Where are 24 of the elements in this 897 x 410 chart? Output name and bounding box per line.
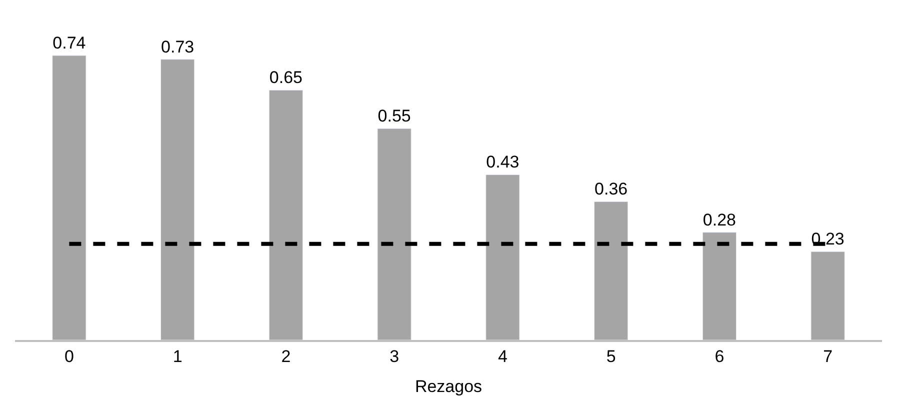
bar bbox=[486, 174, 520, 340]
data-label: 0.73 bbox=[161, 37, 194, 56]
bar bbox=[810, 251, 845, 340]
bar bbox=[594, 201, 628, 340]
x-tick-label: 6 bbox=[714, 347, 724, 366]
bar bbox=[377, 128, 412, 340]
x-tick-label: 1 bbox=[172, 347, 182, 366]
x-tick-label: 7 bbox=[823, 347, 833, 366]
x-tick-label: 5 bbox=[606, 347, 616, 366]
x-tick-label: 3 bbox=[390, 347, 400, 366]
data-label: 0.28 bbox=[702, 210, 736, 230]
bar bbox=[52, 55, 86, 340]
bar bbox=[160, 59, 195, 340]
x-axis-title: Rezagos bbox=[414, 377, 482, 396]
data-label: 0.55 bbox=[378, 106, 411, 126]
x-tick-label: 4 bbox=[498, 347, 508, 366]
bar bbox=[268, 90, 303, 340]
bar bbox=[702, 232, 736, 340]
data-label: 0.43 bbox=[486, 152, 520, 172]
x-tick-label: 2 bbox=[281, 347, 291, 366]
data-label: 0.65 bbox=[269, 68, 302, 88]
x-tick-label: 0 bbox=[64, 347, 74, 366]
data-label: 0.36 bbox=[594, 180, 628, 199]
data-label: 0.74 bbox=[52, 34, 86, 53]
